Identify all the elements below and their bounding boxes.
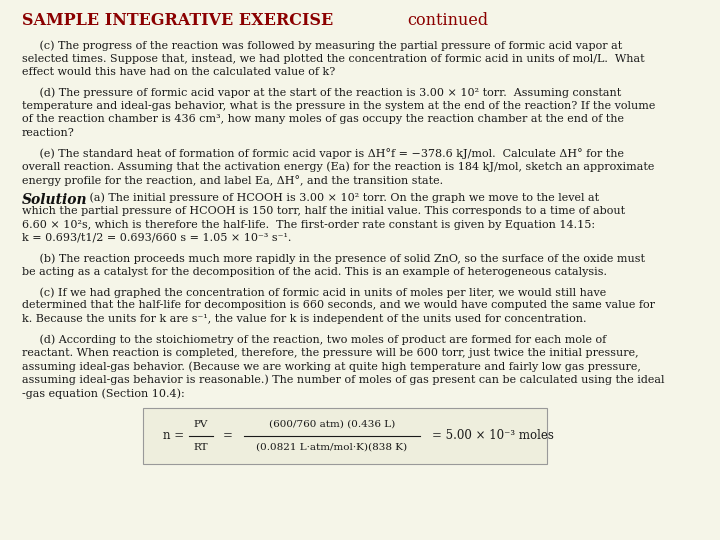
Text: which the partial pressure of HCOOH is 150 torr, half the initial value. This co: which the partial pressure of HCOOH is 1…	[22, 206, 625, 216]
Text: =: =	[223, 429, 233, 442]
Text: determined that the half-life for decomposition is 660 seconds, and we would hav: determined that the half-life for decomp…	[22, 300, 655, 310]
Text: SAMPLE INTEGRATIVE EXERCISE: SAMPLE INTEGRATIVE EXERCISE	[22, 12, 333, 29]
Text: (b) The reaction proceeds much more rapidly in the presence of solid ZnO, so the: (b) The reaction proceeds much more rapi…	[22, 253, 645, 264]
Text: of the reaction chamber is 436 cm³, how many moles of gas occupy the reaction ch: of the reaction chamber is 436 cm³, how …	[22, 114, 624, 124]
Text: -gas equation (Section 10.4):: -gas equation (Section 10.4):	[22, 388, 185, 399]
Text: continued: continued	[407, 12, 488, 29]
Text: (0.0821 L·atm/mol·K)(838 K): (0.0821 L·atm/mol·K)(838 K)	[256, 443, 408, 452]
Text: 6.60 × 10²s, which is therefore the half-life.  The first-order rate constant is: 6.60 × 10²s, which is therefore the half…	[22, 219, 595, 230]
Text: k = 0.693/t1/2 = 0.693/660 s = 1.05 × 10⁻³ s⁻¹.: k = 0.693/t1/2 = 0.693/660 s = 1.05 × 10…	[22, 233, 292, 243]
Text: = 5.00 × 10⁻³ moles: = 5.00 × 10⁻³ moles	[432, 429, 554, 442]
Text: energy profile for the reaction, and label Ea, ΔH°, and the transition state.: energy profile for the reaction, and lab…	[22, 175, 443, 186]
Text: (a) The initial pressure of HCOOH is 3.00 × 10² torr. On the graph we move to th: (a) The initial pressure of HCOOH is 3.0…	[86, 192, 599, 203]
Text: overall reaction. Assuming that the activation energy (Ea) for the reaction is 1: overall reaction. Assuming that the acti…	[22, 161, 654, 172]
Text: RT: RT	[194, 443, 208, 452]
Text: Solution: Solution	[22, 192, 88, 206]
Text: (c) If we had graphed the concentration of formic acid in units of moles per lit: (c) If we had graphed the concentration …	[22, 287, 606, 298]
Text: be acting as a catalyst for the decomposition of the acid. This is an example of: be acting as a catalyst for the decompos…	[22, 267, 607, 276]
Text: n =: n =	[163, 429, 184, 442]
Text: (d) According to the stoichiometry of the reaction, two moles of product are for: (d) According to the stoichiometry of th…	[22, 334, 606, 345]
Text: (c) The progress of the reaction was followed by measuring the partial pressure : (c) The progress of the reaction was fol…	[22, 40, 622, 51]
Text: PV: PV	[194, 420, 208, 429]
Text: reactant. When reaction is completed, therefore, the pressure will be 600 torr, : reactant. When reaction is completed, th…	[22, 348, 639, 357]
Text: temperature and ideal-gas behavior, what is the pressure in the system at the en: temperature and ideal-gas behavior, what…	[22, 101, 655, 111]
Text: (d) The pressure of formic acid vapor at the start of the reaction is 3.00 × 10²: (d) The pressure of formic acid vapor at…	[22, 87, 621, 98]
Text: assuming ideal-gas behavior. (Because we are working at quite high temperature a: assuming ideal-gas behavior. (Because we…	[22, 361, 641, 372]
Text: reaction?: reaction?	[22, 128, 75, 138]
Text: selected times. Suppose that, instead, we had plotted the concentration of formi: selected times. Suppose that, instead, w…	[22, 53, 644, 64]
Text: (e) The standard heat of formation of formic acid vapor is ΔH°f = −378.6 kJ/mol.: (e) The standard heat of formation of fo…	[22, 148, 624, 159]
Text: effect would this have had on the calculated value of k?: effect would this have had on the calcul…	[22, 67, 336, 77]
Text: (600/760 atm) (0.436 L): (600/760 atm) (0.436 L)	[269, 420, 395, 429]
Text: assuming ideal-gas behavior is reasonable.) The number of moles of gas present c: assuming ideal-gas behavior is reasonabl…	[22, 375, 665, 386]
Text: k. Because the units for k are s⁻¹, the value for k is independent of the units : k. Because the units for k are s⁻¹, the …	[22, 314, 587, 324]
FancyBboxPatch shape	[143, 408, 547, 464]
